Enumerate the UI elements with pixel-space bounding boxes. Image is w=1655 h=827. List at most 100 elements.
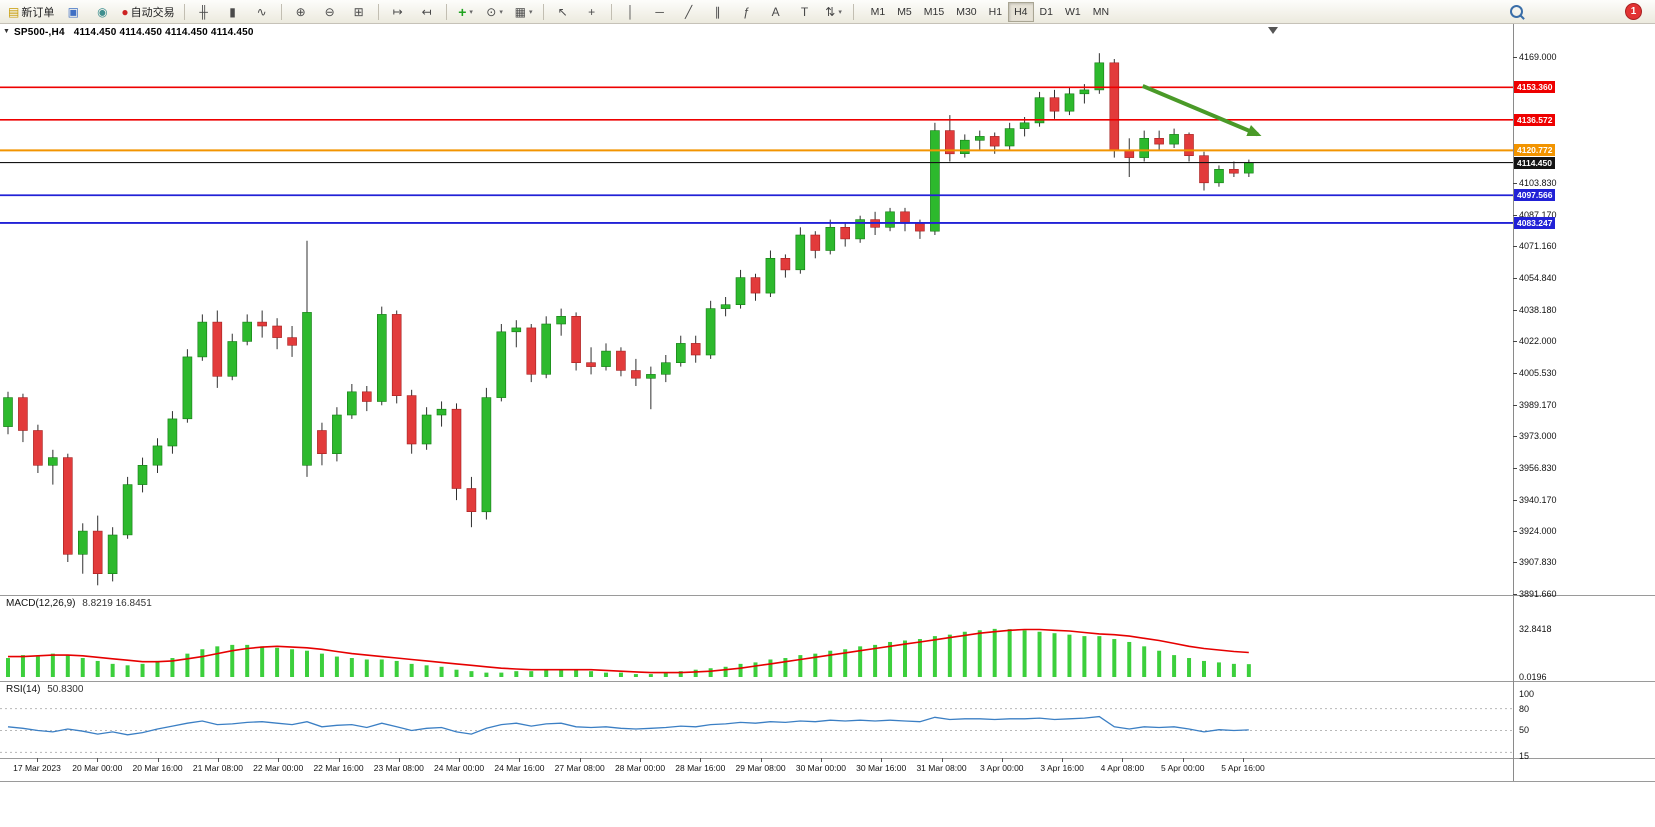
- time-axis-label: 22 Mar 16:00: [313, 763, 364, 773]
- tile-windows-icon: ⊞: [353, 4, 364, 19]
- price-axis-label: 4022.000: [1519, 336, 1557, 347]
- time-axis-tick: [881, 758, 883, 762]
- trendline-tool-button[interactable]: ╱: [675, 1, 703, 23]
- timeframe-mn-button[interactable]: MN: [1092, 5, 1110, 18]
- indicators-button[interactable]: + ▾: [452, 1, 480, 23]
- new-order-icon: ▤: [8, 4, 20, 19]
- pane-separator[interactable]: [0, 758, 1655, 759]
- time-axis-tick: [760, 758, 762, 762]
- candlestick-chart-icon: ▮: [229, 4, 236, 19]
- cursor-button[interactable]: ↖: [549, 1, 577, 23]
- timeframe-w1-button[interactable]: W1: [1064, 5, 1081, 18]
- time-axis-tick: [398, 758, 400, 762]
- price-axis-label: 3956.830: [1519, 462, 1557, 473]
- price-axis-label: 4071.160: [1519, 241, 1557, 252]
- timeframe-d1-button[interactable]: D1: [1039, 5, 1053, 18]
- candle: [526, 327, 537, 375]
- time-axis-label: 28 Mar 16:00: [675, 763, 726, 773]
- candle: [346, 391, 357, 416]
- channel-tool-button[interactable]: ∥: [704, 1, 732, 23]
- candle: [182, 356, 193, 420]
- arrows-tool-button[interactable]: ⇅ ▾: [820, 1, 848, 23]
- timeframe-m30-button[interactable]: M30: [956, 5, 977, 18]
- horizontal-line-tool-button[interactable]: ─: [646, 1, 674, 23]
- toolbar-separator: [542, 3, 544, 20]
- candle: [78, 530, 88, 555]
- timeframe-h1-button[interactable]: H1: [988, 5, 1003, 18]
- auto-trading-label: 自动交易: [130, 6, 175, 19]
- price-axis-label: 4103.830: [1519, 178, 1557, 189]
- new-order-button[interactable]: ▤ 新订单: [4, 1, 58, 23]
- rsi-value: 50.8300: [47, 684, 84, 695]
- macd-indicator-label: MACD(12,26,9) 8.8219 16.8451: [6, 598, 152, 609]
- metaeditor-button[interactable]: ▣: [59, 1, 87, 23]
- text-icon: A: [771, 4, 780, 19]
- price-axis-tick: [1513, 277, 1517, 279]
- time-axis-label: 5 Apr 00:00: [1160, 763, 1205, 773]
- time-axis-tick: [278, 758, 280, 762]
- periods-button[interactable]: ⊙ ▾: [481, 1, 509, 23]
- chart-shift-button[interactable]: ↤: [413, 1, 441, 23]
- vertical-line-tool-button[interactable]: │: [617, 1, 645, 23]
- candle: [481, 397, 492, 513]
- text-tool-button[interactable]: A: [762, 1, 790, 23]
- timeframe-h4-button[interactable]: H4: [1008, 1, 1034, 22]
- price-axis-tick: [1513, 246, 1517, 248]
- text-label-tool-button[interactable]: T: [791, 1, 819, 23]
- one-click-trading-toggle[interactable]: ▼: [3, 28, 10, 35]
- auto-trading-button[interactable]: ● 自动交易: [117, 1, 178, 23]
- fibonacci-tool-button[interactable]: ƒ: [733, 1, 761, 23]
- candle: [391, 314, 402, 396]
- price-axis-label: 3891.660: [1519, 588, 1557, 599]
- pane-separator[interactable]: [0, 595, 1655, 596]
- time-axis-tick: [820, 758, 822, 762]
- candlestick-chart-button[interactable]: ▮: [219, 1, 247, 23]
- search-button[interactable]: [1502, 1, 1530, 23]
- auto-scroll-button[interactable]: ↦: [384, 1, 412, 23]
- indicators-icon: +: [458, 3, 467, 20]
- timeframe-m5-button[interactable]: M5: [897, 5, 912, 18]
- time-axis-label: 23 Mar 08:00: [373, 763, 424, 773]
- time-axis-tick: [700, 758, 702, 762]
- timeframe-m15-button[interactable]: M15: [923, 5, 945, 18]
- arrows-icon: ⇅: [825, 4, 836, 19]
- templates-icon: ▦: [514, 4, 526, 19]
- candle: [795, 234, 806, 271]
- crosshair-button[interactable]: +: [578, 1, 606, 23]
- candle: [152, 445, 163, 466]
- time-axis-label: 28 Mar 00:00: [614, 763, 666, 773]
- time-axis-tick: [1062, 758, 1064, 762]
- pane-separator[interactable]: [0, 681, 1655, 682]
- zoom-out-button[interactable]: ⊖: [316, 1, 344, 23]
- candle: [616, 350, 626, 371]
- time-axis-tick: [1122, 758, 1124, 762]
- candle: [930, 130, 940, 232]
- zoom-in-button[interactable]: ⊕: [287, 1, 315, 23]
- candle: [1034, 97, 1045, 124]
- chart-shift-marker[interactable]: [1268, 27, 1278, 34]
- candle: [1019, 122, 1030, 129]
- chart-shift-icon: ↤: [421, 4, 432, 19]
- candle: [885, 211, 895, 228]
- tile-windows-button[interactable]: ⊞: [345, 1, 373, 23]
- candle: [1229, 169, 1239, 174]
- level-price-badge: 4120.772: [1514, 144, 1556, 157]
- time-axis-label: 22 Mar 00:00: [253, 763, 304, 773]
- line-chart-button[interactable]: ∿: [248, 1, 276, 23]
- candle: [92, 530, 103, 575]
- rsi-name: RSI(14): [6, 684, 41, 695]
- trend-arrow-annotation[interactable]: [1141, 84, 1262, 137]
- templates-button[interactable]: ▦ ▾: [510, 1, 538, 23]
- level-price-badge: 4153.360: [1514, 81, 1556, 94]
- fibonacci-icon: ƒ: [743, 4, 750, 19]
- community-button[interactable]: ◉: [88, 1, 116, 23]
- time-axis-tick: [459, 758, 461, 762]
- notification-badge[interactable]: 1: [1625, 3, 1642, 20]
- horizontal-line-icon: ─: [655, 4, 664, 19]
- timeframe-m1-button[interactable]: M1: [870, 5, 886, 18]
- time-axis-tick: [579, 758, 581, 762]
- bar-chart-button[interactable]: ╫: [190, 1, 218, 23]
- candle: [436, 408, 447, 416]
- price-axis-tick: [1513, 467, 1517, 469]
- level-price-badge: 4136.572: [1514, 113, 1556, 126]
